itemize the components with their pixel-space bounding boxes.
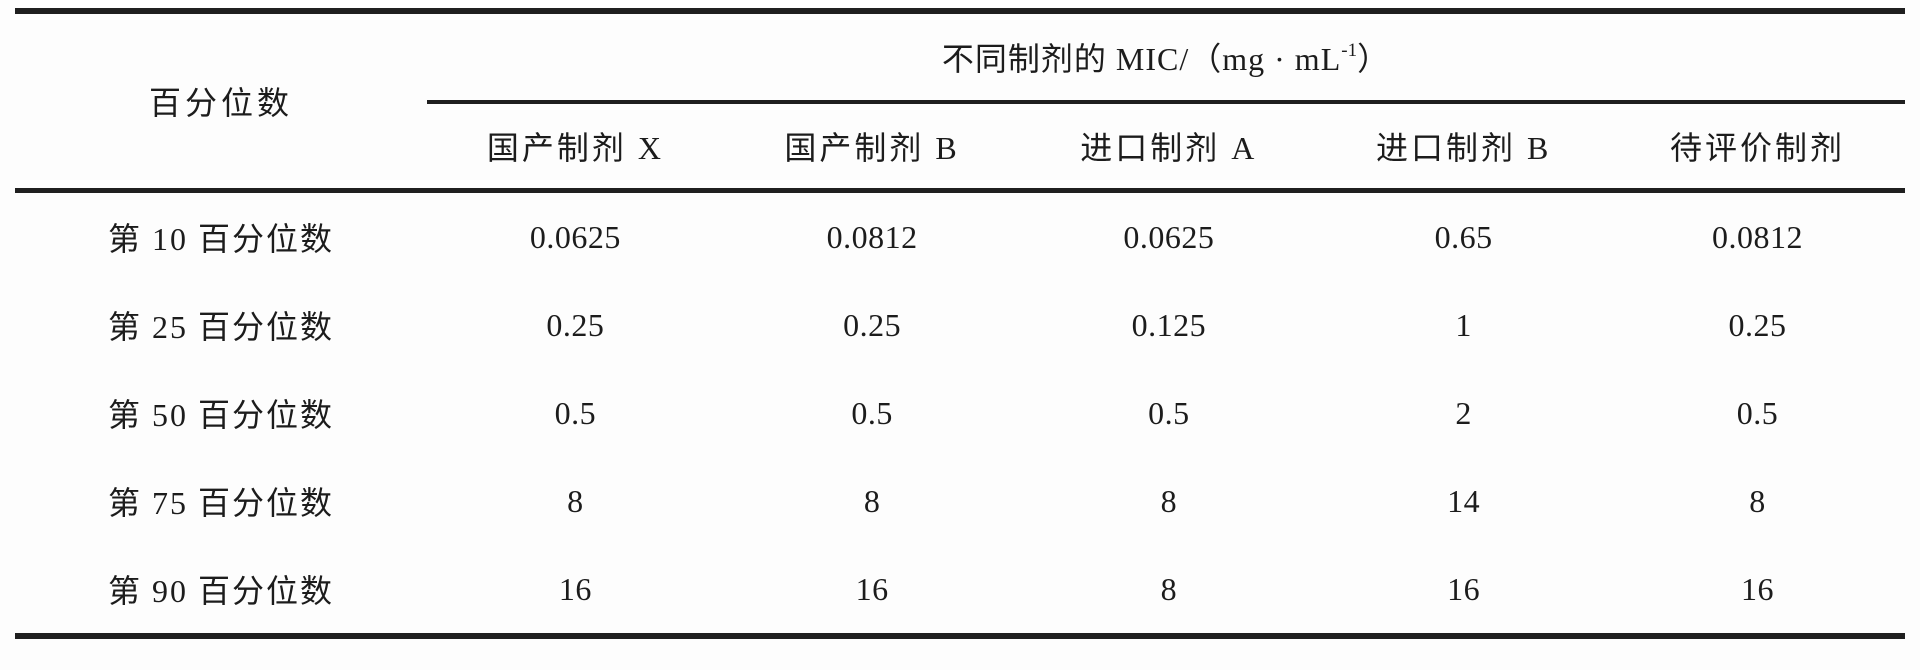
cell-value: 16: [1447, 570, 1481, 607]
cell-value: 0.5: [554, 394, 597, 431]
row-label: 第 10 百分位数: [108, 221, 335, 257]
cell-value: 0.25: [546, 306, 605, 343]
cell-value: 0.0812: [1712, 218, 1804, 255]
span-header-row: 百分位数 不同制剂的 MIC/（mg · mL-1）: [15, 11, 1905, 193]
row-label: 第 90 百分位数: [108, 573, 335, 609]
row-label: 第 50 百分位数: [108, 397, 335, 433]
cell-value: 0.5: [851, 394, 893, 431]
table-row-p90: 第 90 百分位数 16 16 8 16 16: [15, 545, 1905, 636]
cell-value: 0.5: [1148, 394, 1190, 431]
cell-value: 1: [1455, 306, 1472, 343]
cell-value: 0.25: [1728, 306, 1787, 343]
table-row-p50: 第 50 百分位数 0.5 0.5 0.5 2 0.5: [15, 369, 1905, 457]
row-label: 第 75 百分位数: [108, 485, 335, 521]
cell-value: 16: [855, 570, 889, 607]
cell-value: 8: [1160, 482, 1178, 519]
cell-value: 0.5: [1736, 394, 1779, 431]
cell-value: 0.0625: [1123, 218, 1215, 255]
table-row-p75: 第 75 百分位数 8 8 8 14 8: [15, 457, 1905, 545]
cell-value: 8: [1160, 570, 1178, 607]
column-header-row: 国产制剂 X 国产制剂 B 进口制剂 A 进口制剂 B 待评价制剂: [15, 102, 1905, 193]
cell-value: 0.65: [1434, 218, 1493, 255]
row-label: 第 25 百分位数: [108, 309, 335, 345]
cell-value: 2: [1455, 394, 1472, 431]
cell-value: 0.0812: [826, 218, 918, 255]
column-header-domestic-x: 国产制剂 X: [427, 102, 724, 193]
cell-value: 8: [863, 482, 881, 519]
cell-value: 14: [1447, 482, 1481, 519]
column-header-imported-b: 进口制剂 B: [1317, 102, 1611, 193]
cell-value: 16: [558, 570, 592, 607]
mic-span-header-text: 不同制剂的 MIC/（mg · mL: [941, 41, 1342, 77]
mic-unit-superscript: -1: [1341, 40, 1358, 62]
table-row-p25: 第 25 百分位数 0.25 0.25 0.125 1 0.25: [15, 281, 1905, 369]
cell-value: 0.125: [1131, 306, 1207, 343]
mic-percentile-table: 百分位数 不同制剂的 MIC/（mg · mL-1） 国产制剂 X 国产制剂 B…: [15, 8, 1905, 639]
cell-value: 0.0625: [529, 218, 621, 255]
column-header-to-evaluate: 待评价制剂: [1610, 102, 1905, 193]
cell-value: 16: [1741, 570, 1775, 607]
mic-span-header-close-paren: ）: [1357, 41, 1391, 77]
column-header-imported-a: 进口制剂 A: [1020, 102, 1318, 193]
cell-value: 8: [1749, 482, 1766, 519]
cell-value: 8: [567, 482, 584, 519]
mic-span-header: 不同制剂的 MIC/（mg · mL-1）: [427, 11, 1905, 104]
column-header-domestic-b: 国产制剂 B: [723, 102, 1021, 193]
table-row-p10: 第 10 百分位数 0.0625 0.0812 0.0625 0.65 0.08…: [15, 191, 1905, 282]
percentile-column-header: 百分位数: [15, 11, 428, 193]
cell-value: 0.25: [843, 306, 902, 343]
